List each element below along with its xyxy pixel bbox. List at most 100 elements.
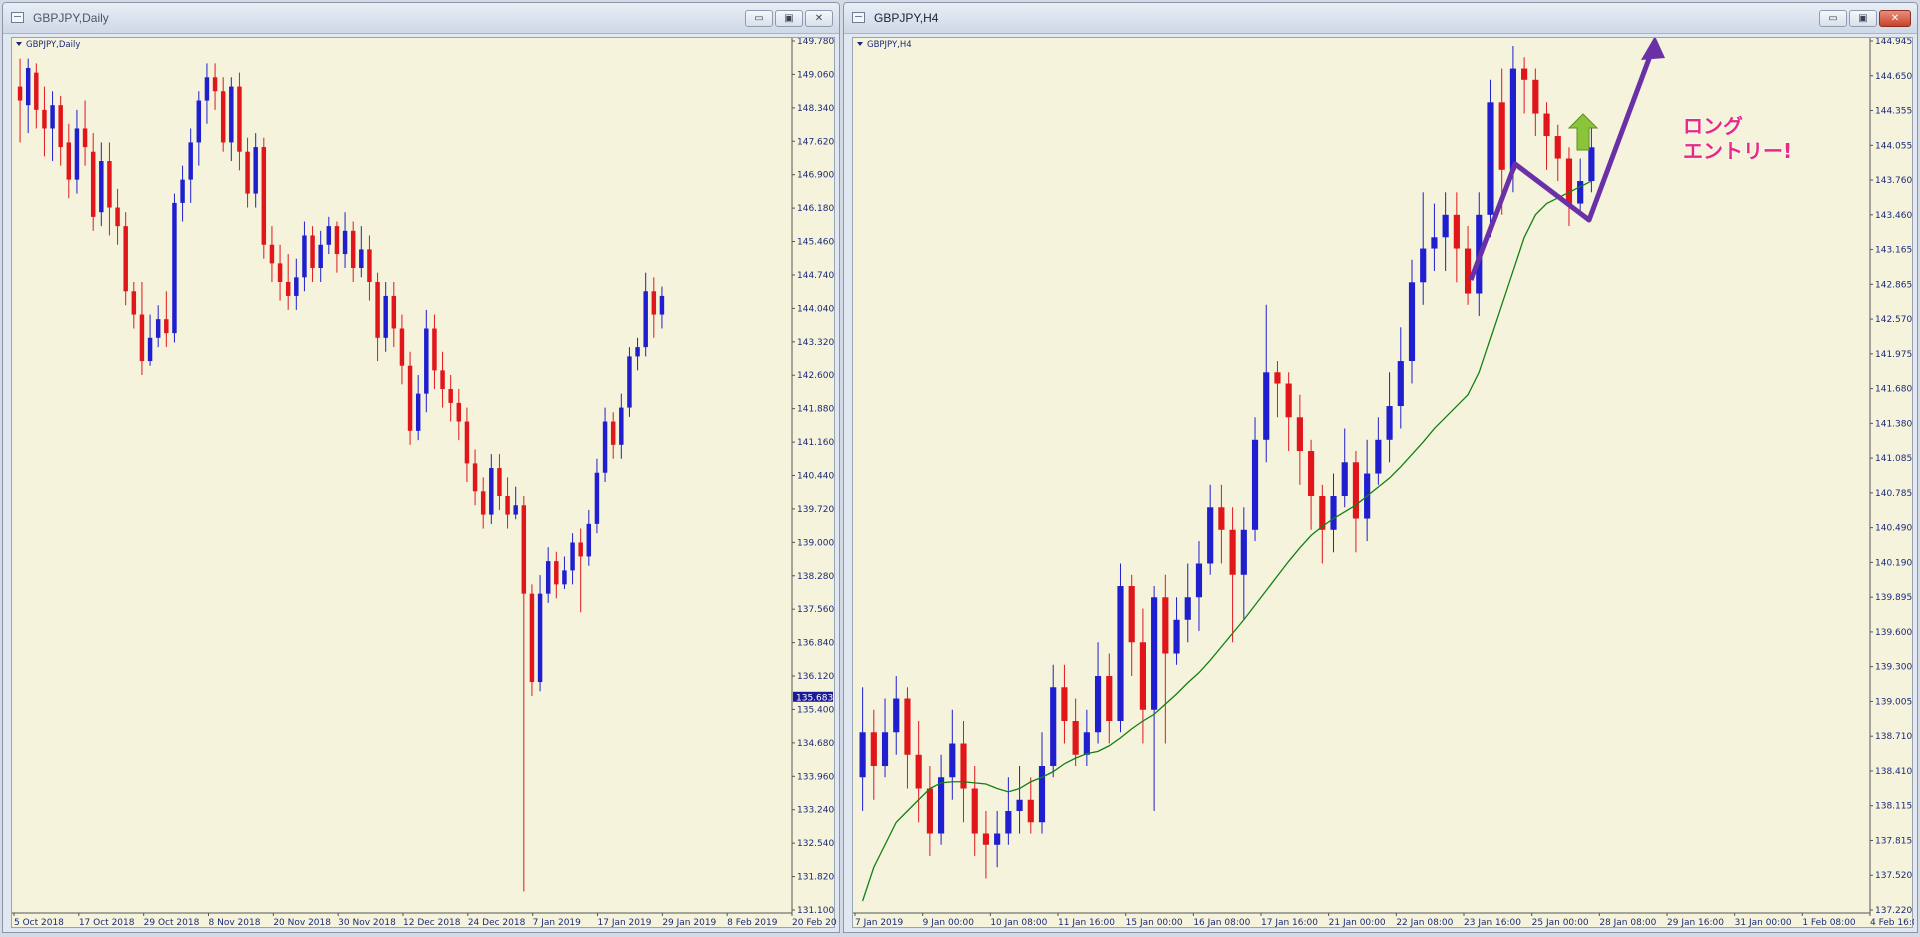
y-tick-label: 141.975 xyxy=(1875,350,1912,360)
candle-body xyxy=(1487,102,1494,215)
candle-body xyxy=(350,230,356,269)
candle-body xyxy=(1565,158,1573,204)
candle-body xyxy=(1218,507,1225,530)
window-icon xyxy=(11,12,24,23)
y-tick-label: 141.160 xyxy=(797,438,834,448)
y-tick-label: 137.520 xyxy=(1875,871,1912,881)
h4-candlestick-chart[interactable]: 144.945 144.650 144.355 144.055 143.760 143.4… xyxy=(853,38,1914,929)
candle-body xyxy=(1554,136,1561,159)
candle-body xyxy=(155,319,161,338)
candle-body xyxy=(58,105,63,148)
candle-body xyxy=(472,463,478,492)
titlebar[interactable]: GBPJPY,H4 ▭ ▣ ✕ xyxy=(844,3,1917,34)
candle-body xyxy=(904,698,911,755)
callout-line-2: エントリー! xyxy=(1683,139,1792,163)
candle-body xyxy=(82,128,88,148)
candle-body xyxy=(139,314,145,362)
current-price-box xyxy=(793,691,833,702)
y-tick-label: 143.320 xyxy=(797,338,834,348)
candle-body xyxy=(586,523,592,557)
y-tick-label: 144.740 xyxy=(797,271,834,281)
x-tick-label: 7 Jan 2019 xyxy=(855,918,903,928)
candle-body xyxy=(521,505,527,594)
candle-body xyxy=(1184,597,1191,620)
candle-body xyxy=(1274,372,1281,384)
candle-body xyxy=(1577,181,1584,204)
minimize-button[interactable]: ▭ xyxy=(745,10,773,27)
y-tick-label: 139.300 xyxy=(1875,663,1912,673)
x-tick-label: 5 Oct 2018 xyxy=(14,918,64,928)
candle-body xyxy=(529,593,535,683)
candle-body xyxy=(415,393,421,431)
candle-body xyxy=(1106,676,1113,722)
candle-body xyxy=(1543,113,1550,137)
candle-body xyxy=(1173,619,1180,654)
y-tick-label: 144.650 xyxy=(1875,72,1912,82)
candle-body xyxy=(926,788,933,834)
candle-body xyxy=(1341,462,1348,497)
x-tick-label: 31 Jan 00:00 xyxy=(1735,918,1792,928)
candle-body xyxy=(399,328,405,366)
candle-body xyxy=(1027,799,1034,823)
chart-area[interactable]: 149.780 149.060 148.340 147.620 146.900 146.1… xyxy=(11,37,836,929)
y-tick-label: 140.490 xyxy=(1875,524,1912,534)
minimize-button[interactable]: ▭ xyxy=(1819,10,1847,27)
candle-body xyxy=(938,777,945,834)
current-price-label: 135.683 xyxy=(796,693,833,703)
candle-body xyxy=(1352,462,1360,519)
candle-body xyxy=(1397,361,1404,407)
x-tick-label: 17 Jan 16:00 xyxy=(1261,918,1318,928)
close-button[interactable]: ✕ xyxy=(805,10,833,27)
candle-body xyxy=(994,833,1001,845)
candle-body xyxy=(302,235,307,278)
candle-body xyxy=(1195,563,1203,598)
y-tick-label: 139.000 xyxy=(797,538,834,548)
h4-chart-window[interactable]: GBPJPY,H4 ▭ ▣ ✕ 144.945 144.650 144.355 144… xyxy=(843,2,1918,933)
candle-body xyxy=(1330,496,1337,530)
x-tick-label: 15 Jan 00:00 xyxy=(1126,918,1183,928)
x-tick-label: 8 Nov 2018 xyxy=(209,918,261,928)
candle-body xyxy=(269,244,275,264)
daily-candlestick-chart[interactable]: 149.780 149.060 148.340 147.620 146.900 146.1… xyxy=(12,38,836,929)
chart-area[interactable]: 144.945 144.650 144.355 144.055 143.760 143.4… xyxy=(852,37,1914,929)
close-button[interactable]: ✕ xyxy=(1879,10,1911,27)
x-tick-label: 20 Nov 2018 xyxy=(273,918,331,928)
candle-body xyxy=(1420,248,1427,283)
y-tick-label: 141.380 xyxy=(1875,419,1912,429)
maximize-button[interactable]: ▣ xyxy=(1849,10,1877,27)
candle-body xyxy=(562,570,567,585)
y-tick-label: 139.600 xyxy=(1875,628,1912,638)
candle-body xyxy=(1251,439,1259,530)
x-tick-label: 21 Jan 00:00 xyxy=(1329,918,1386,928)
candle-body xyxy=(1442,214,1449,238)
x-tick-label: 4 Feb 16:00 xyxy=(1870,918,1914,928)
candle-body xyxy=(545,561,551,594)
maximize-button[interactable]: ▣ xyxy=(775,10,803,27)
y-tick-label: 137.815 xyxy=(1875,836,1912,846)
y-tick-label: 143.460 xyxy=(1875,211,1912,221)
candle-body xyxy=(982,833,990,845)
daily-chart-window[interactable]: GBPJPY,Daily ▭ ▣ ✕ 149.780 149.060 148.340… xyxy=(2,2,840,933)
titlebar[interactable]: GBPJPY,Daily ▭ ▣ ✕ xyxy=(3,3,839,34)
candle-body xyxy=(424,328,429,394)
candle-body xyxy=(960,743,967,789)
candle-body xyxy=(25,67,31,106)
candle-body xyxy=(1083,732,1090,755)
x-tick-label: 10 Jan 08:00 xyxy=(990,918,1047,928)
window-title: GBPJPY,Daily xyxy=(33,11,109,25)
candle-body xyxy=(367,249,372,282)
y-tick-label: 138.280 xyxy=(797,572,834,582)
y-tick-label: 149.060 xyxy=(797,70,834,80)
candle-body xyxy=(537,593,543,683)
y-tick-label: 138.410 xyxy=(1875,767,1912,777)
candle-body xyxy=(610,421,616,445)
y-tick-label: 136.840 xyxy=(797,639,834,649)
candle-body xyxy=(1117,586,1124,722)
candle-body xyxy=(448,388,453,403)
y-tick-label: 135.400 xyxy=(797,705,834,715)
y-tick-label: 146.900 xyxy=(797,171,834,181)
candle-body xyxy=(881,732,889,767)
candle-body xyxy=(17,86,23,101)
y-tick-label: 143.760 xyxy=(1875,176,1912,186)
x-tick-label: 17 Jan 2019 xyxy=(598,918,652,928)
